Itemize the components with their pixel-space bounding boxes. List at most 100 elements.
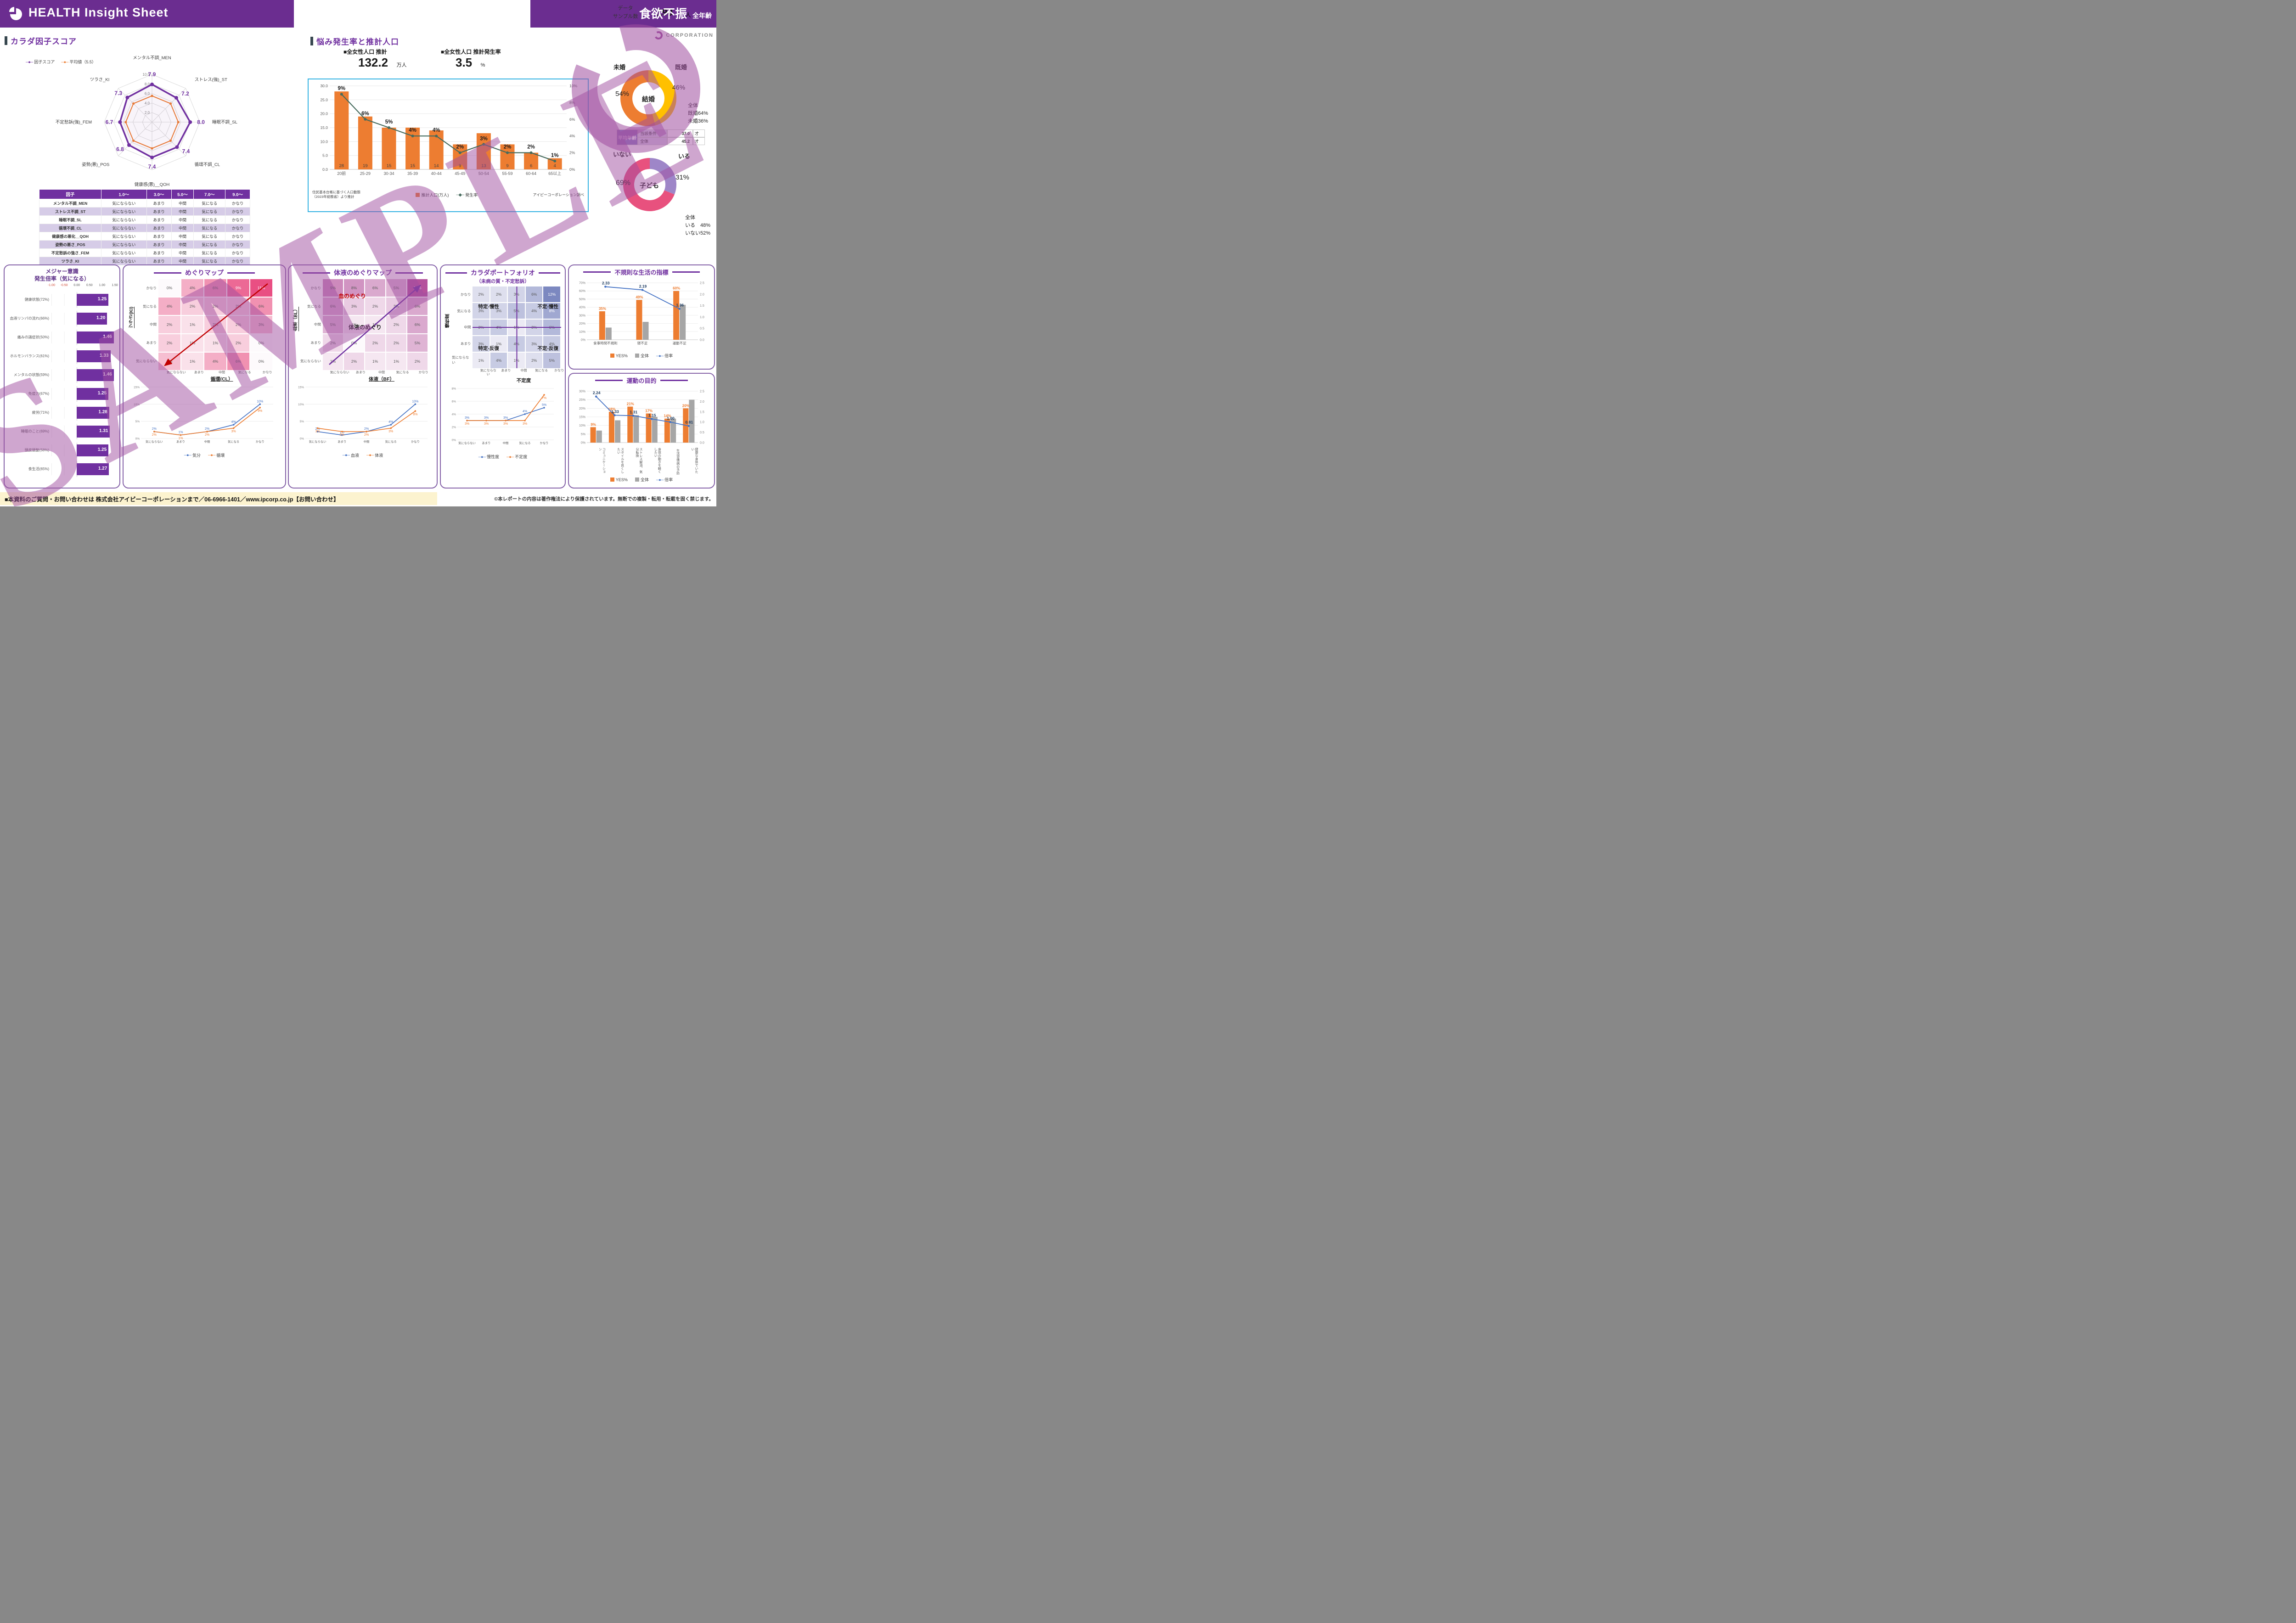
x-tick: 気にならない [458,441,476,445]
x-tick: 気になる [385,439,397,444]
factor-table-row: 姿勢の悪さ_POS 気にならない あまり 中間 気になる かなり [39,240,250,249]
heat-cell: 2% [344,353,364,370]
y-tick: 0% [135,437,140,440]
radar-average-point [177,121,180,124]
major-bar: 1.46 [77,331,114,343]
factor-scale-cell: あまり [146,240,172,249]
heatmap-main: かなり 気になる 中間 あまり 気にならない 0% 4% 6% 9% 11% 4% 2% 2% 2% 6%… [135,279,280,370]
meguri-line-legend: ─●─ 気分 ─●─ 循環 [129,452,280,458]
heat-row-label: かなり [310,286,321,291]
series-point [232,427,235,429]
heat-cell: 5% [407,334,428,352]
heatmap-y-axis-title: 血液（BL） [293,307,298,331]
stat-value: 132.2 [358,56,388,69]
heat-cell: 6% [204,279,226,297]
rate-label: 4% [433,128,440,133]
point-label: 9% [258,409,262,412]
left-tick: 0% [581,442,585,445]
factor-scale-cell: あまり [146,248,172,257]
header-bar: HEALTH Insight Sheet データ サンプル数 190 人 食欲不… [0,0,716,28]
rate-label: 5% [385,119,393,125]
heat-cell: 0% [250,334,272,352]
radar-average-point [169,102,172,105]
age-unit: 才 [693,129,705,137]
heat-row-label: 気にならない [136,359,157,363]
ratio-point [641,289,644,291]
series-point [366,430,367,432]
right-tick: 1.0 [700,421,704,424]
exercise-category-labels: コミュニケーション スタイルを良くしたい ストレス解消、気分転換 身体の動きを軽くした… [587,448,698,476]
radar-score-point [188,120,192,124]
right-tick: 2.0 [700,293,704,296]
major-bar-area: 1.20 [51,310,115,326]
radar-spoke [118,88,152,123]
legend-label: 慢性度 [486,455,499,460]
bar-value-label: 6 [530,163,532,168]
radar-legend: ─●─ 因子スコア ─●─ 平均値（5.5） [26,59,96,65]
section-title-bar [5,36,7,45]
radar-value-label: 6.7 [106,119,113,125]
source-note-line1: 住民基本台帳に基づく人口動態 [312,190,360,194]
header-sample-strip: データ サンプル数 190 人 [294,0,691,28]
factor-table-row: 健康感の悪化__QOH 気にならない あまり 中間 気になる かなり [39,232,250,241]
right-tick: 0.5 [700,327,704,331]
irregular-life-chart: 0% 10% 20% 30% 40% 50% 60% 70% 0.0 0.5 1.0 1.5 2.0 2.… [579,281,704,345]
major-bar-value: 1.28 [98,409,107,415]
legend-line-swatch: ─●─ [184,453,191,458]
heat-cell: 2% [158,334,180,352]
factor-scale-cell: あまり [146,199,172,208]
legend-label: 血液 [350,453,359,458]
x-tick: 中間 [364,439,370,444]
ratio-label: 1.33 [611,409,619,414]
radar-score-point [150,155,154,159]
portfolio-line-chart: 0% 2% 4% 6% 8% 気にならない あまり 中間 気になる かなり 3% 3% 3% 4% 5% 3%… [452,387,554,445]
factor-scale-cell: 気になる [193,232,226,241]
slice-label-married: 既婚 [675,64,687,71]
x-tick: 中間 [503,441,509,445]
legend-line-swatch: ─●─ [208,453,215,458]
factor-scale-cell: あまり [146,257,172,265]
series-point [390,424,392,426]
heat-col-label: 気になる [238,371,251,374]
heat-cell: 6% [407,316,428,333]
note-line: 未婚36% [688,118,709,124]
heat-col-label: かなり [554,369,564,372]
point-label: 3% [503,416,508,420]
category-label: スタイルを良くしたい [617,448,624,473]
taieki-heatmap: 血液（BL） かなり 気になる 中間 あまり 気にならない 9% 8% 6% 5% 15% 6% 3… [293,279,432,382]
age-unit: 才 [693,137,705,145]
category-label: 55-59 [502,171,512,176]
legend-label: 倍率 [664,477,673,482]
factor-table-row: ツラさ_KI 気にならない あまり 中間 気になる かなり [39,257,250,265]
y-tick: 15% [298,386,304,389]
category-label: 65以上 [548,171,561,176]
legend-swatch [416,192,420,197]
legend-label: 因子スコア [34,60,55,64]
rate-point [506,151,509,154]
factor-name: 姿勢の悪さ_POS [39,240,101,249]
heat-col-label: 中間 [218,371,225,374]
heatmap-row-labels: かなり 気になる 中間 あまり 気にならない [452,286,473,368]
factor-scale-cell: 中間 [171,240,194,249]
radar-section-title-text: カラダ因子スコア [11,37,77,46]
x-tick: 気になる [519,441,530,445]
heat-col-label: あまり [194,371,204,374]
radar-tick-label: 2.0 [145,111,150,115]
major-bar-area: 1.31 [51,423,115,439]
point-label: 2% [340,433,344,437]
slice-label-no-children: いない [613,151,631,158]
x-tick: かなり [411,440,420,444]
factor-scale-cell: あまり [146,224,172,232]
page-title: HEALTH Insight Sheet [28,6,169,19]
heat-cell: 2% [407,353,428,370]
legend-label: 発生率 [465,192,478,197]
major-bar: 1.27 [77,463,109,475]
heat-cell: 2% [386,316,406,333]
category-label: 20前 [337,171,346,176]
rate-label: 6% [361,111,369,117]
left-tick: 30% [579,390,585,393]
category-label: 生活習慣病の予防 [676,449,680,475]
radar-axis-label: ストレス(強)_ST [195,77,227,82]
legend-item: ─●─ 気分 [184,452,201,458]
stat-value: 3.5 [456,56,473,69]
